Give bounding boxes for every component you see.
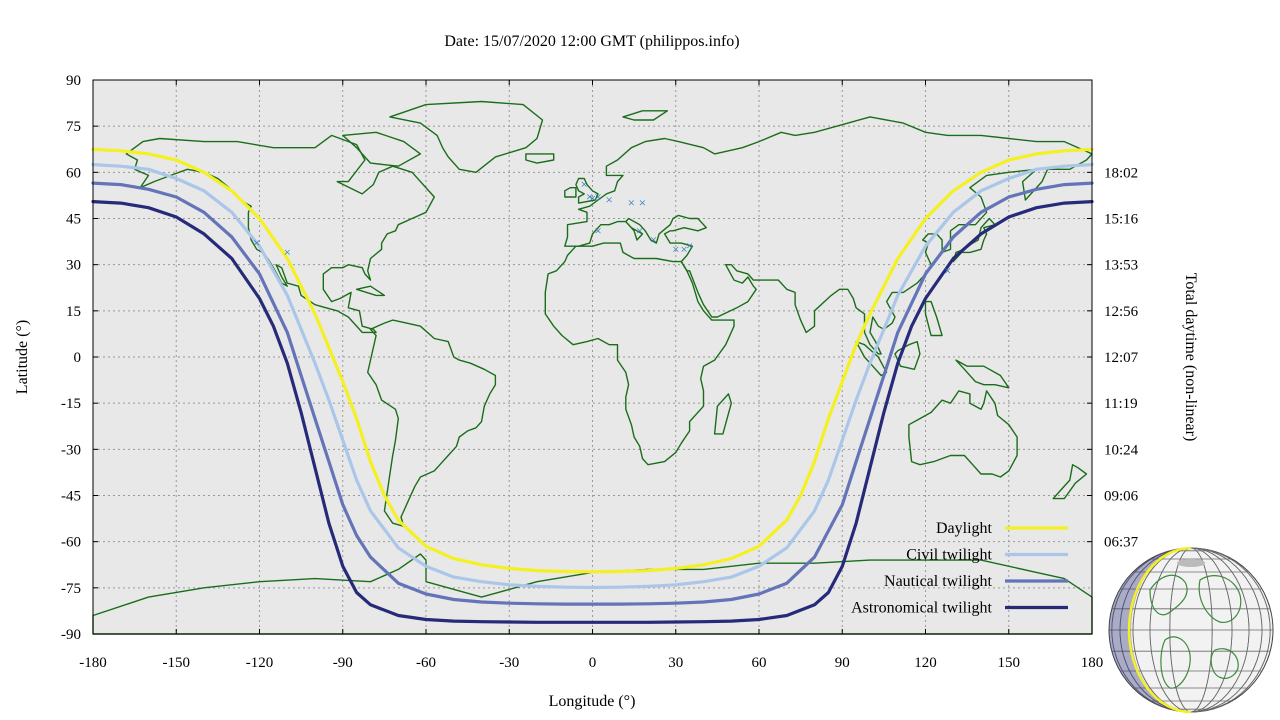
location-marker: × xyxy=(636,223,643,238)
location-marker: × xyxy=(628,195,635,210)
coastline xyxy=(955,359,1010,389)
globe-terminator xyxy=(1127,546,1192,714)
y-tick-label: -30 xyxy=(61,442,81,458)
y2-tick-label: 12:07 xyxy=(1104,350,1139,366)
y-tick-label: 0 xyxy=(74,350,82,366)
series-line-astronomical-twilight xyxy=(91,200,1094,624)
location-marker: × xyxy=(639,195,646,210)
coastline xyxy=(908,390,1018,478)
location-marker: × xyxy=(586,189,593,204)
chart-title: Date: 15/07/2020 12:00 GMT (philippos.in… xyxy=(444,33,739,50)
series-line-daylight xyxy=(91,147,1094,574)
location-markers: ×××××× × × ×× ××× ××× xyxy=(253,177,951,278)
coastline xyxy=(622,110,669,121)
location-marker: × xyxy=(589,190,596,205)
x-tick-label: -180 xyxy=(79,655,107,671)
legend-label: Astronomical twilight xyxy=(851,600,992,617)
globe-night-side xyxy=(1109,548,1191,712)
terminator-curves xyxy=(91,147,1094,624)
coastline xyxy=(544,242,735,466)
location-marker: × xyxy=(253,235,260,250)
y2-tick-label: 11:19 xyxy=(1104,396,1138,412)
globe-north-cap xyxy=(1177,559,1205,567)
x-tick-label: -120 xyxy=(246,655,274,671)
legend-label: Daylight xyxy=(936,520,993,537)
y-tick-label: -75 xyxy=(61,581,81,597)
x-tick-label: 60 xyxy=(752,655,767,671)
coastline xyxy=(367,319,497,527)
x-axis-label: Longitude (°) xyxy=(549,693,636,710)
y-tick-label: -60 xyxy=(61,535,81,551)
globe-inset xyxy=(1108,546,1274,714)
x-tick-label: 0 xyxy=(589,655,597,671)
y-tick-label: 30 xyxy=(66,258,81,274)
coastline xyxy=(894,340,921,370)
x-tick-label: 150 xyxy=(998,655,1021,671)
globe-land xyxy=(1160,636,1191,689)
y2-tick-label: 12:56 xyxy=(1104,304,1139,320)
legend-label: Nautical twilight xyxy=(884,573,993,590)
legend: Daylight Civil twilight Nautical twilight A… xyxy=(851,520,1068,617)
location-marker: × xyxy=(594,189,601,204)
coastline xyxy=(389,100,544,173)
x-tick-label: 180 xyxy=(1081,655,1104,671)
coastline xyxy=(1052,464,1088,500)
coastline xyxy=(342,131,422,167)
x-tick-label: 90 xyxy=(835,655,850,671)
location-marker: × xyxy=(594,223,601,238)
globe-land xyxy=(1149,574,1188,616)
location-marker: × xyxy=(672,241,679,256)
location-marker: × xyxy=(680,241,687,256)
y-tick-label: 75 xyxy=(66,119,81,135)
location-marker: × xyxy=(686,238,693,253)
coastline xyxy=(125,134,435,334)
y-tick-label: -90 xyxy=(61,627,81,643)
coastline xyxy=(564,187,577,198)
y-tick-label: -45 xyxy=(61,489,81,505)
x-tick-label: -60 xyxy=(416,655,436,671)
y2-axis-label: Total daytime (non-linear) xyxy=(1182,273,1199,442)
coastline xyxy=(525,153,555,164)
y2-tick-label: 18:02 xyxy=(1104,165,1138,181)
location-marker: × xyxy=(284,244,291,259)
y2-tick-label: 15:16 xyxy=(1104,212,1139,228)
globe-land xyxy=(1198,575,1242,623)
x-tick-label: -30 xyxy=(499,655,519,671)
x-tick-label: 120 xyxy=(914,655,937,671)
x-tick-label: -90 xyxy=(333,655,353,671)
y-tick-label: 60 xyxy=(66,165,81,181)
legend-label: Civil twilight xyxy=(906,547,992,564)
location-marker: × xyxy=(944,263,951,278)
coastline xyxy=(924,300,943,337)
coastline xyxy=(713,393,732,435)
coastline xyxy=(355,285,386,297)
y2-tick-label: 06:37 xyxy=(1104,535,1139,551)
y-axis-label: Latitude (°) xyxy=(14,320,31,394)
y2-tick-label: 10:24 xyxy=(1104,442,1139,458)
location-marker: × xyxy=(605,192,612,207)
axis-ticks: -180 -150 -120 -90 -60 -30 0 30 60 90 120 150 180907… xyxy=(61,73,1139,671)
y2-tick-label: 13:53 xyxy=(1104,258,1138,274)
y-tick-label: -15 xyxy=(61,396,81,412)
coastline xyxy=(564,116,1093,355)
coastline xyxy=(575,177,599,204)
x-tick-label: -150 xyxy=(163,655,191,671)
y-tick-label: 45 xyxy=(66,212,81,228)
location-marker: × xyxy=(650,232,657,247)
y-tick-label: 90 xyxy=(66,73,81,89)
y2-tick-label: 09:06 xyxy=(1104,489,1139,505)
location-marker: × xyxy=(581,177,588,192)
series-line-civil-twilight xyxy=(91,163,1094,590)
x-tick-label: 30 xyxy=(668,655,683,671)
series-line-nautical-twilight xyxy=(91,181,1094,606)
globe-land xyxy=(1210,648,1239,679)
y-tick-label: 15 xyxy=(66,304,81,320)
